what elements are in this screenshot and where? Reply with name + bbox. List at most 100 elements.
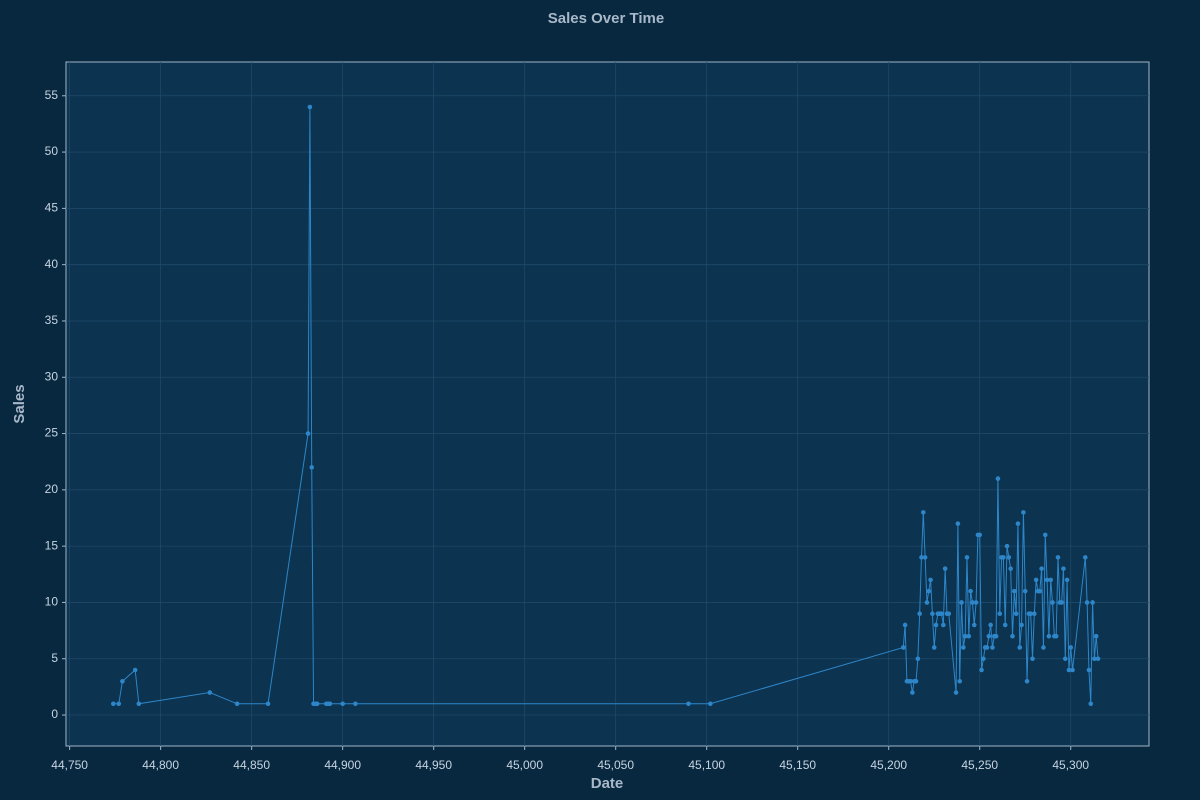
- point: [1084, 600, 1090, 605]
- y-tick-label: 15: [45, 538, 59, 552]
- point: [207, 690, 213, 695]
- point: [686, 701, 691, 707]
- point: [1010, 633, 1015, 639]
- point: [1046, 633, 1052, 639]
- point: [913, 678, 919, 684]
- point: [1019, 622, 1024, 628]
- chart-title: Sales Over Time: [548, 10, 664, 27]
- point: [995, 476, 1001, 481]
- point: [1061, 566, 1066, 571]
- point: [962, 633, 968, 639]
- point: [993, 633, 999, 639]
- y-axis-label: Sales: [11, 384, 28, 423]
- point: [946, 611, 952, 617]
- point: [1088, 701, 1094, 707]
- x-tick-label: 44,850: [233, 758, 270, 772]
- point: [307, 104, 313, 110]
- point: [265, 701, 271, 707]
- point: [933, 622, 939, 628]
- point: [136, 701, 142, 707]
- x-tick-label: 45,200: [870, 758, 907, 772]
- point: [1044, 577, 1050, 583]
- point: [966, 633, 972, 639]
- point: [977, 532, 983, 538]
- point: [981, 656, 986, 662]
- point: [1037, 588, 1043, 594]
- x-tick-label: 45,250: [961, 758, 998, 772]
- x-tick-label: 45,300: [1052, 758, 1089, 772]
- point: [1086, 667, 1092, 673]
- point: [997, 611, 1003, 617]
- point: [1082, 555, 1088, 560]
- point: [116, 701, 122, 707]
- point: [1017, 645, 1023, 650]
- point: [1070, 667, 1075, 673]
- point: [1032, 611, 1037, 617]
- point: [1039, 566, 1044, 571]
- point: [1059, 600, 1064, 605]
- point: [910, 690, 915, 695]
- point: [930, 611, 935, 617]
- x-tick-label: 45,150: [779, 758, 816, 772]
- y-tick-label: 10: [45, 595, 59, 609]
- point: [1095, 656, 1101, 662]
- point: [1012, 588, 1017, 594]
- point: [971, 622, 977, 628]
- point: [984, 645, 990, 650]
- point: [708, 701, 713, 707]
- x-axis-label: Date: [591, 775, 624, 792]
- point: [353, 701, 358, 707]
- point: [1068, 645, 1074, 650]
- point: [922, 555, 928, 560]
- point: [327, 701, 333, 707]
- point: [908, 678, 913, 684]
- point: [986, 633, 992, 639]
- point: [1041, 645, 1046, 650]
- point: [941, 622, 946, 628]
- point: [111, 701, 116, 707]
- point: [1006, 555, 1012, 560]
- point: [900, 645, 906, 650]
- point: [970, 600, 975, 605]
- point: [955, 521, 961, 526]
- y-tick-label: 45: [45, 201, 59, 215]
- point: [979, 667, 984, 673]
- point: [915, 656, 921, 662]
- point: [1028, 611, 1033, 617]
- point: [973, 600, 979, 605]
- point: [931, 645, 937, 650]
- point: [305, 431, 311, 436]
- point: [1022, 588, 1028, 594]
- y-tick-label: 25: [45, 426, 59, 440]
- point: [1053, 633, 1059, 639]
- plot-area: [65, 61, 1150, 747]
- point: [1090, 600, 1095, 605]
- point: [1042, 532, 1048, 538]
- point: [1050, 600, 1055, 605]
- point: [942, 566, 948, 571]
- x-tick-label: 45,000: [506, 758, 543, 772]
- point: [920, 510, 926, 515]
- point: [1024, 678, 1030, 684]
- point: [902, 622, 908, 628]
- point: [340, 701, 345, 707]
- point: [1033, 577, 1039, 583]
- y-tick-label: 35: [45, 313, 59, 327]
- x-tick-label: 45,100: [688, 758, 725, 772]
- point: [234, 701, 240, 707]
- x-tick-label: 44,800: [142, 758, 179, 772]
- point: [957, 678, 963, 684]
- point: [1092, 656, 1097, 662]
- point: [1004, 543, 1010, 549]
- point: [1013, 611, 1019, 617]
- point: [1021, 510, 1026, 515]
- point: [939, 611, 944, 617]
- point: [968, 588, 973, 594]
- point: [928, 577, 933, 583]
- point: [1066, 667, 1072, 673]
- point: [988, 622, 993, 628]
- point: [964, 555, 970, 560]
- point: [961, 645, 966, 650]
